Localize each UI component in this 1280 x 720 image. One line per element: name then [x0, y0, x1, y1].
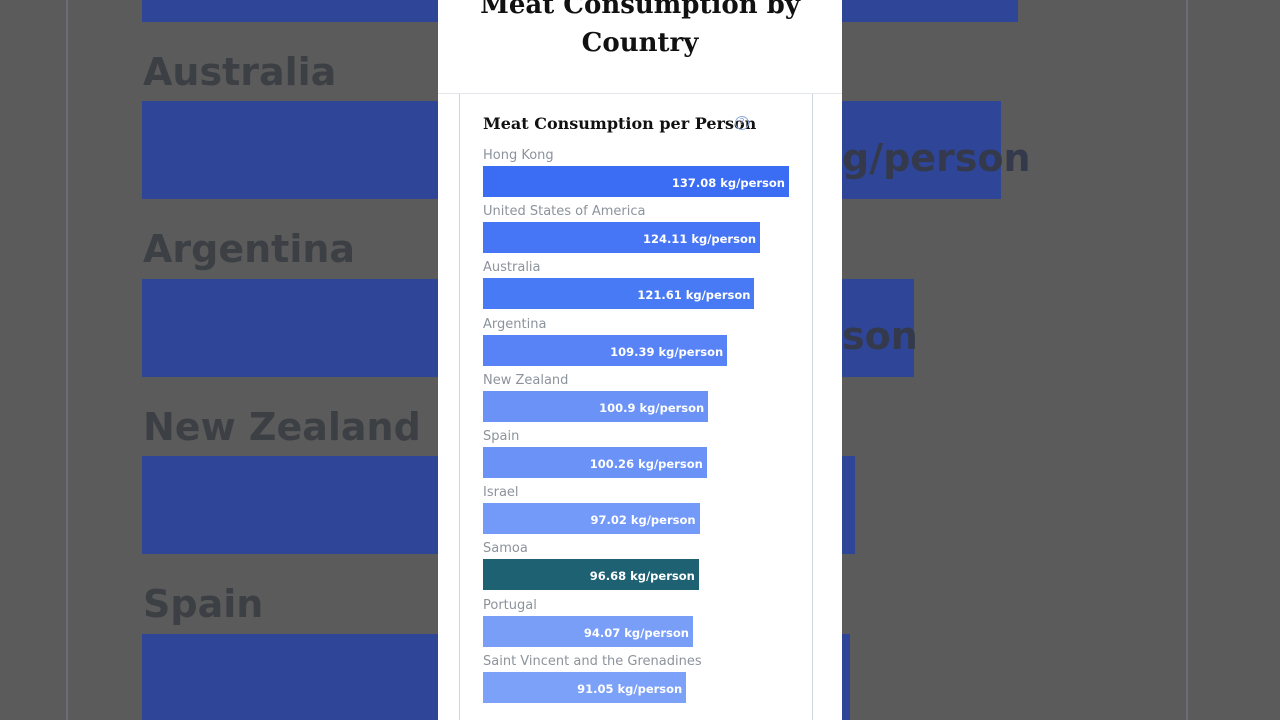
chart-title: Meat Consumption per Person: [483, 114, 757, 133]
country-label: Samoa: [483, 541, 528, 557]
country-label: New Zealand: [483, 372, 569, 388]
background-label: New Zealand: [143, 405, 421, 449]
country-label: Argentina: [483, 316, 547, 332]
bar[interactable]: 97.02 kg/person: [483, 503, 700, 535]
bar-value-label: 100.9 kg/person: [599, 400, 705, 415]
bar[interactable]: 94.07 kg/person: [483, 615, 693, 647]
background-frame-left: [66, 0, 68, 720]
bar[interactable]: 109.39 kg/person: [483, 334, 728, 366]
background-frame-right: [1186, 0, 1188, 720]
country-label: Hong Kong: [483, 148, 554, 163]
bar-value-label: 124.11 kg/person: [642, 232, 757, 247]
bar[interactable]: 91.05 kg/person: [483, 671, 687, 703]
country-label: Australia: [483, 260, 541, 276]
bar[interactable]: 124.11 kg/person: [483, 222, 761, 254]
country-label: Portugal: [483, 597, 537, 613]
bar-value-label: 96.68 kg/person: [589, 569, 695, 584]
bar-value-label: 91.05 kg/person: [577, 681, 683, 696]
bar-value-label: 100.26 kg/person: [589, 457, 703, 471]
bar[interactable]: 137.08 kg/person: [483, 166, 789, 197]
page-title-line-1: Meat Consumption by: [480, 0, 800, 20]
background-bar-text: g/person: [842, 136, 1031, 180]
country-label: Saint Vincent and the Grenadines: [483, 653, 702, 669]
bar-value-label: 137.08 kg/person: [671, 176, 785, 190]
bar-value-label: 97.02 kg/person: [590, 513, 696, 528]
bar[interactable]: 100.26 kg/person: [483, 447, 707, 478]
header-divider: [438, 93, 842, 94]
background-label: Spain: [143, 582, 264, 626]
bar[interactable]: 100.9 kg/person: [483, 390, 709, 422]
page-title: Meat Consumption by Country: [438, 0, 842, 62]
country-label: Spain: [483, 429, 520, 444]
bar-highlighted[interactable]: 96.68 kg/person: [483, 559, 699, 591]
question-icon[interactable]: ?: [735, 116, 749, 130]
background-label: Australia: [143, 50, 337, 94]
bar-value-label: 94.07 kg/person: [583, 625, 689, 640]
content-panel: Meat Consumption by Country Meat Consump…: [438, 0, 842, 720]
bar-value-label: 121.61 kg/person: [637, 288, 751, 303]
country-label: United States of America: [483, 204, 646, 220]
page-title-line-2: Country: [581, 28, 699, 58]
bar-value-label: 109.39 kg/person: [610, 344, 724, 359]
bar-chart: Hong Kong 137.08 kg/person United States o…: [438, 0, 842, 720]
bar[interactable]: 121.61 kg/person: [483, 278, 755, 310]
country-label: Israel: [483, 485, 519, 501]
background-label: Argentina: [143, 227, 356, 271]
background-bar-text: son: [842, 314, 918, 358]
